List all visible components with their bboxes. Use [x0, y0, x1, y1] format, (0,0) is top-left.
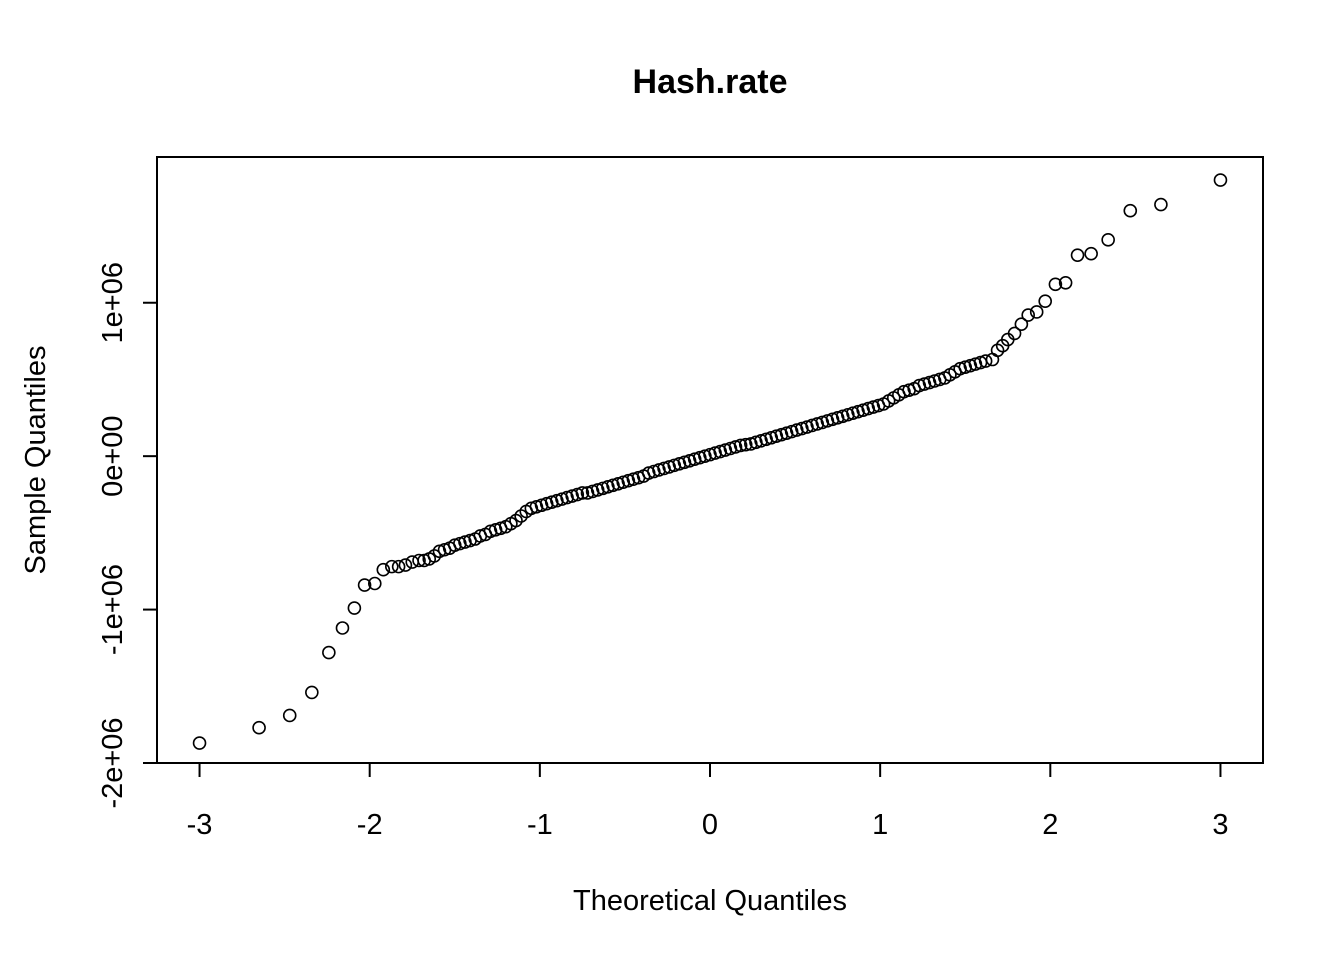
data-point	[985, 352, 1000, 367]
x-tick-label: -3	[187, 809, 213, 841]
y-tick-label: -1e+06	[97, 564, 129, 655]
x-axis: -3 -2 -1 0 1 2 3	[187, 762, 1229, 841]
x-tick-label: 2	[1042, 809, 1058, 841]
data-point	[1101, 233, 1115, 247]
x-tick-label: 1	[872, 809, 888, 841]
data-point	[978, 354, 993, 368]
data-point	[514, 509, 528, 523]
y-tick-label: 0e+00	[97, 415, 129, 496]
data-point	[391, 559, 406, 574]
data-point	[1084, 246, 1098, 261]
data-point	[1213, 173, 1228, 187]
y-tick-label: 1e+06	[97, 262, 129, 343]
data-point	[398, 558, 413, 572]
data-point	[376, 562, 391, 577]
data-point	[282, 708, 297, 723]
data-point	[733, 438, 748, 453]
data-point	[252, 720, 266, 735]
data-point	[347, 601, 362, 615]
data-point	[990, 343, 1005, 358]
data-point	[385, 559, 399, 574]
data-point	[1058, 276, 1073, 290]
y-axis: -2e+06 -1e+06 0e+00 1e+06	[97, 262, 158, 809]
x-tick-label: -1	[527, 809, 553, 841]
data-point	[357, 578, 372, 592]
y-tick-label: -2e+06	[97, 717, 129, 808]
data-point	[412, 553, 426, 568]
x-axis-label: Theoretical Quantiles	[573, 885, 847, 917]
data-point	[335, 621, 350, 635]
data-point	[367, 576, 382, 591]
data-point	[1154, 197, 1168, 212]
x-tick-label: -2	[357, 809, 383, 841]
data-point	[192, 736, 207, 750]
data-point	[1029, 305, 1044, 319]
chart-title: Hash.rate	[633, 63, 788, 101]
data-point	[575, 486, 590, 500]
data-point	[1048, 277, 1063, 292]
data-point	[738, 437, 753, 452]
x-tick-label: 0	[702, 809, 718, 841]
data-point	[1038, 294, 1053, 309]
data-point	[1123, 203, 1138, 218]
x-tick-label: 3	[1212, 809, 1228, 841]
data-point	[305, 685, 319, 700]
data-point	[1007, 326, 1022, 341]
data-point	[1070, 248, 1085, 262]
data-point	[1021, 308, 1035, 322]
data-points	[192, 173, 1228, 750]
data-point	[1014, 317, 1029, 332]
y-axis-label: Sample Quantiles	[20, 346, 52, 575]
data-point	[322, 645, 336, 660]
